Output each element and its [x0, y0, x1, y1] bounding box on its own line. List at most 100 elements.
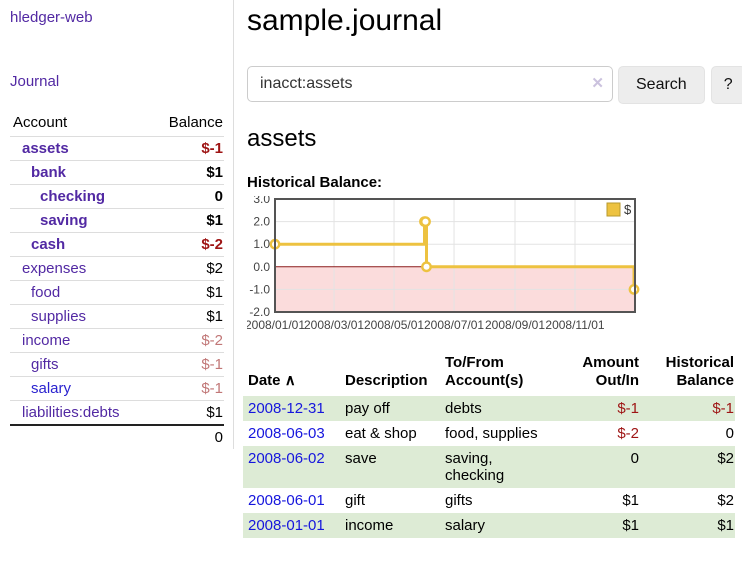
account-row: salary $-1: [10, 376, 224, 401]
account-balance: $2: [150, 256, 224, 281]
search-button[interactable]: Search: [618, 66, 705, 104]
svg-text:-1.0: -1.0: [249, 282, 270, 296]
balance-column-header: Balance: [168, 114, 223, 131]
date-link[interactable]: 2008-06-01: [248, 492, 325, 509]
date-link[interactable]: 2008-06-03: [248, 425, 325, 442]
register-accounts: saving, checking: [445, 450, 505, 484]
account-link-expenses[interactable]: expenses: [22, 260, 87, 277]
account-row: gifts $-1: [10, 352, 224, 377]
app-title-link[interactable]: hledger-web: [10, 9, 93, 26]
date-link[interactable]: 2008-12-31: [248, 400, 325, 417]
svg-text:1.0: 1.0: [253, 237, 270, 251]
sort-asc-icon: ∧: [284, 372, 296, 389]
register-description: income: [345, 517, 394, 534]
accounts-balance-table: Account Balance assets $-1 bank $1 checking 0…: [10, 110, 224, 449]
register-row: 2008-06-02 save saving, checking 0 $2: [243, 446, 735, 488]
account-link-checking[interactable]: checking: [40, 188, 106, 205]
search-input-wrap: ✕: [247, 66, 613, 102]
accounts-column-header-2: To/From Account(s): [445, 354, 524, 389]
svg-text:0.0: 0.0: [253, 260, 270, 274]
account-link-salary[interactable]: salary: [31, 380, 72, 397]
account-link-saving[interactable]: saving: [40, 212, 88, 229]
svg-text:2008/05/01: 2008/05/01: [364, 318, 424, 332]
register-amount: $1: [622, 492, 639, 509]
main-content: sample.journal ✕ Search ? assets Histori…: [234, 0, 742, 538]
account-balance: $1: [150, 400, 224, 425]
account-balance: 0: [150, 184, 224, 209]
register-table: Date ∧ Description To/From Account(s) Am…: [243, 352, 735, 538]
account-balance: $1: [150, 304, 224, 329]
account-balance: $-1: [150, 352, 224, 377]
help-button[interactable]: ?: [710, 66, 742, 104]
account-link-bank[interactable]: bank: [31, 164, 67, 181]
svg-text:2008/07/01: 2008/07/01: [424, 318, 484, 332]
clear-search-icon[interactable]: ✕: [591, 75, 604, 92]
register-accounts: salary: [445, 517, 486, 534]
register-amount: $1: [622, 517, 639, 534]
description-column-header: Description: [345, 372, 428, 389]
svg-text:2008/03/01: 2008/03/01: [304, 318, 364, 332]
account-link-food[interactable]: food: [31, 284, 61, 301]
sidebar-item-journal[interactable]: Journal: [10, 73, 60, 90]
account-row: cash $-2: [10, 232, 224, 257]
date-link[interactable]: 2008-06-02: [248, 450, 325, 467]
amount-column-header: Amount Out/In: [582, 354, 639, 389]
svg-text:$: $: [624, 202, 632, 217]
account-link-liabilities-debts[interactable]: liabilities:debts: [22, 404, 120, 421]
date-column-header[interactable]: Date ∧: [248, 372, 296, 389]
account-row: income $-2: [10, 328, 224, 353]
svg-text:2008/09/01: 2008/09/01: [485, 318, 545, 332]
register-accounts: food, supplies: [445, 425, 538, 442]
account-row: bank $1: [10, 160, 224, 185]
register-balance: 0: [725, 425, 734, 442]
register-description: eat & shop: [345, 425, 417, 442]
account-row: liabilities:debts $1: [10, 400, 224, 425]
account-link-gifts[interactable]: gifts: [31, 356, 59, 373]
account-heading: assets: [247, 125, 317, 152]
accounts-column-header: Account: [13, 114, 68, 131]
account-link-cash[interactable]: cash: [31, 236, 66, 253]
account-balance: $1: [150, 280, 224, 305]
account-row: supplies $1: [10, 304, 224, 329]
svg-text:-2.0: -2.0: [249, 305, 270, 319]
register-description: gift: [345, 492, 366, 509]
register-amount: $-1: [617, 400, 639, 417]
account-balance: $-2: [150, 328, 224, 353]
historical-balance-column-header: Historical Balance: [665, 354, 734, 389]
search-bar: ✕ Search ?: [247, 66, 742, 104]
date-link[interactable]: 2008-01-01: [248, 517, 325, 534]
account-balance: $1: [150, 208, 224, 233]
register-row: 2008-12-31 pay off debts $-1 $-1: [243, 396, 735, 421]
account-balance: $-2: [150, 232, 224, 257]
account-link-income[interactable]: income: [22, 332, 71, 349]
register-description: pay off: [345, 400, 390, 417]
sidebar: hledger-web Journal Account Balance asse…: [0, 0, 234, 449]
register-amount: $-2: [617, 425, 639, 442]
svg-text:2.0: 2.0: [253, 215, 270, 229]
account-row: food $1: [10, 280, 224, 305]
svg-text:2008/11/01: 2008/11/01: [545, 318, 604, 332]
account-link-assets[interactable]: assets: [22, 140, 69, 157]
page-title: sample.journal: [247, 4, 443, 37]
register-balance: $-1: [712, 400, 734, 417]
register-header-row: Date ∧ Description To/From Account(s) Am…: [243, 352, 735, 396]
register-row: 2008-01-01 income salary $1 $1: [243, 513, 735, 538]
account-row: expenses $2: [10, 256, 224, 281]
account-link-supplies[interactable]: supplies: [31, 308, 87, 325]
account-row: saving $1: [10, 208, 224, 233]
register-balance: $2: [717, 492, 734, 509]
register-balance: $2: [717, 450, 734, 467]
search-input[interactable]: [247, 66, 613, 102]
register-balance: $1: [717, 517, 734, 534]
historical-balance-chart: $3.0 2.0 1.0 0.0 -1.0 -2.02008/01/012008/03/0…: [247, 196, 640, 332]
account-balance: $-1: [150, 136, 224, 161]
register-row: 2008-06-01 gift gifts $1 $2: [243, 488, 735, 513]
register-accounts: gifts: [445, 492, 473, 509]
account-row: assets $-1: [10, 136, 224, 161]
register-accounts: debts: [445, 400, 482, 417]
register-amount: 0: [630, 450, 639, 467]
page: hledger-web Journal Account Balance asse…: [0, 0, 742, 538]
accounts-total-row: 0: [10, 424, 224, 449]
total-spacer: [10, 424, 151, 449]
account-balance: $-1: [150, 376, 224, 401]
